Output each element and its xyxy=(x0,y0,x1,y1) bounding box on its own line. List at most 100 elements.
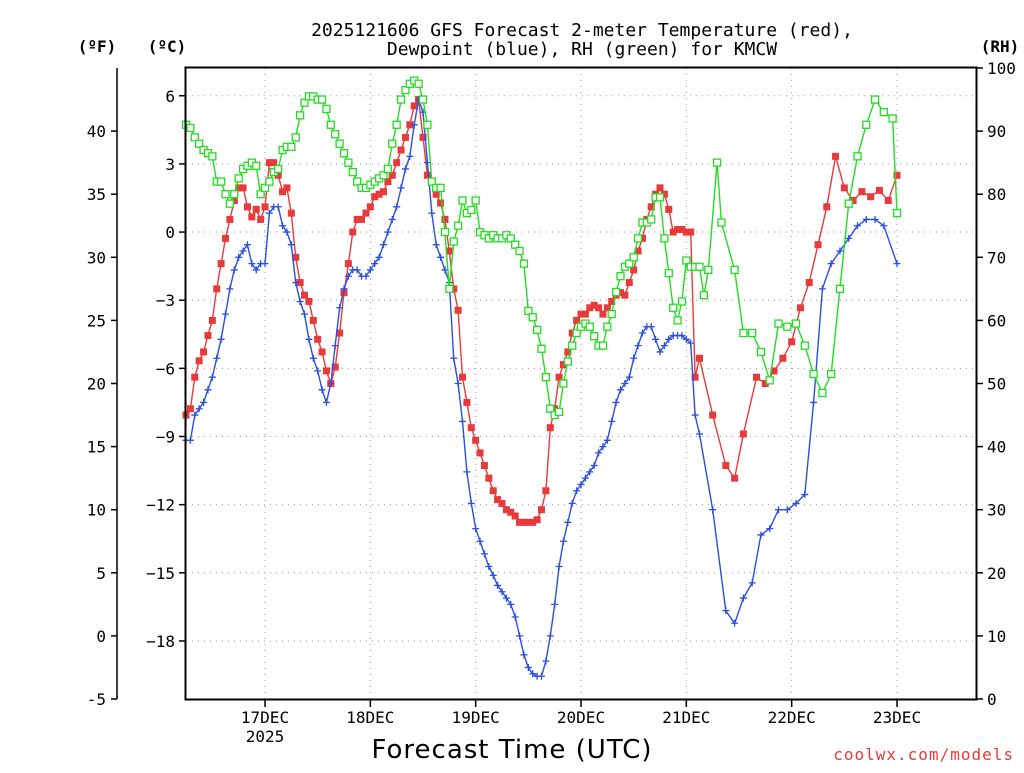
dewpoint-point xyxy=(766,525,774,533)
temperature-point xyxy=(875,186,883,194)
dewpoint-point xyxy=(652,335,660,343)
rh-point xyxy=(427,177,436,186)
temperature-point xyxy=(397,146,405,154)
temperature-point xyxy=(581,310,589,318)
temperature-point xyxy=(265,159,273,167)
dewpoint-point xyxy=(682,335,690,343)
temperature-point xyxy=(419,133,427,141)
temperature-point xyxy=(239,184,247,192)
dewpoint-point xyxy=(388,215,396,223)
temperature-point xyxy=(222,234,229,242)
rh-point xyxy=(862,120,871,129)
dewpoint-point xyxy=(380,241,387,249)
celsius-tick-label: −6 xyxy=(156,359,175,378)
dewpoint-point xyxy=(529,670,537,678)
temperature-point xyxy=(559,361,567,369)
rh-point xyxy=(563,357,572,366)
temperature-point xyxy=(257,215,265,223)
temperature-point xyxy=(796,304,804,312)
dewpoint-point xyxy=(401,165,409,173)
dewpoint-point xyxy=(647,323,655,331)
dewpoint-point xyxy=(283,228,291,236)
dewpoint-point xyxy=(226,285,234,293)
dewpoint-point xyxy=(757,531,765,539)
temperature-point xyxy=(489,487,497,495)
temperature-point xyxy=(217,260,225,268)
dewpoint-point xyxy=(818,285,826,293)
rh-point xyxy=(870,95,880,104)
temperature-point xyxy=(344,260,352,268)
temperature-point xyxy=(318,348,326,356)
dewpoint-point xyxy=(520,651,528,659)
temperature-point xyxy=(358,215,366,223)
dewpoint-point xyxy=(472,525,480,533)
temperature-point xyxy=(533,516,541,524)
rh-point xyxy=(756,347,766,357)
dewpoint-point xyxy=(208,373,216,381)
temperature-point xyxy=(595,304,603,312)
rh-point xyxy=(225,199,235,208)
rh-point xyxy=(234,174,243,183)
x-tick-label: 17DEC xyxy=(241,708,289,727)
temperature-point xyxy=(621,291,629,299)
temperature-point xyxy=(349,228,357,236)
dewpoint-point xyxy=(555,562,563,570)
temperature-point xyxy=(410,102,418,110)
temperature-point xyxy=(625,279,633,287)
temperature-point xyxy=(634,247,642,255)
rh-unit-label: (RH) xyxy=(981,37,1020,56)
temperature-point xyxy=(235,184,243,192)
dewpoint-point xyxy=(498,588,506,596)
temperature-point xyxy=(832,152,840,160)
dewpoint-point xyxy=(322,398,330,406)
dewpoint-point xyxy=(665,335,673,343)
dewpoint-point xyxy=(595,449,603,457)
rh-point xyxy=(295,111,305,120)
temperature-point xyxy=(731,474,739,482)
dewpoint-point xyxy=(748,579,756,587)
rh-point xyxy=(524,306,533,316)
temperature-point xyxy=(507,508,515,516)
fahrenheit-tick-label: 10 xyxy=(87,501,106,520)
rh-point xyxy=(546,404,555,413)
rh-point xyxy=(835,284,845,294)
dewpoint-point xyxy=(186,436,194,444)
rh-point xyxy=(326,120,335,129)
dewpoint-point xyxy=(296,297,304,305)
dewpoint-point xyxy=(195,405,203,413)
temperature-point xyxy=(608,297,616,305)
temperature-point xyxy=(191,373,199,381)
rh-point xyxy=(287,142,296,152)
temperature-point xyxy=(230,197,238,205)
dewpoint-point xyxy=(516,632,524,640)
rh-point xyxy=(765,376,774,385)
rh-point xyxy=(379,171,388,180)
temperature-point xyxy=(362,209,370,217)
chart-title: 2025121606 GFS Forecast 2-meter Temperat… xyxy=(311,20,853,41)
temperature-point xyxy=(502,506,510,514)
celsius-tick-label: 0 xyxy=(165,223,175,242)
temperature-point xyxy=(445,247,453,255)
rh-tick-label: 10 xyxy=(987,627,1006,646)
dewpoint-point xyxy=(507,600,515,608)
rh-point xyxy=(300,98,309,107)
dewpoint-point xyxy=(366,266,374,274)
temperature-point xyxy=(401,133,409,141)
temperature-point xyxy=(555,373,563,381)
dewpoint-point xyxy=(331,342,339,350)
rh-point xyxy=(655,193,665,202)
axes: -50510152025303540−18−15−12−9−6−30360102… xyxy=(87,59,1016,746)
dewpoint-point xyxy=(340,285,348,293)
rh-point xyxy=(339,149,349,158)
dewpoint-point xyxy=(775,506,782,514)
temperature-point xyxy=(665,205,673,213)
dewpoint-point xyxy=(573,487,581,495)
dewpoint-point xyxy=(217,335,225,343)
rh-point xyxy=(383,164,393,174)
temperature-point xyxy=(292,253,300,261)
rh-point xyxy=(633,234,643,243)
dewpoint-point xyxy=(384,228,392,236)
rh-point xyxy=(554,407,564,417)
dewpoint-point xyxy=(459,417,466,425)
temperature-point xyxy=(586,304,594,312)
